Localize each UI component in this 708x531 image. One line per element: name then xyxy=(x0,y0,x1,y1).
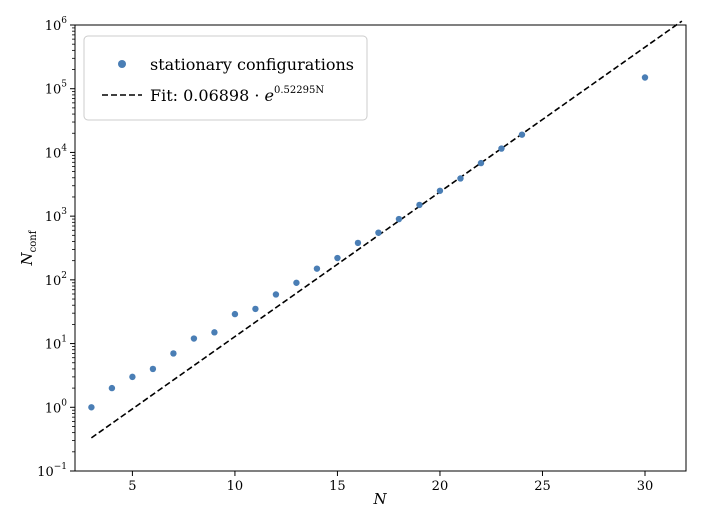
x-tick-label: 15 xyxy=(329,479,346,494)
data-point xyxy=(457,175,464,182)
plot-frame xyxy=(74,24,687,472)
data-point xyxy=(252,305,259,313)
data-point xyxy=(354,239,362,247)
data-point xyxy=(313,265,321,272)
y-axis-label-sub: conf xyxy=(28,229,39,252)
data-point xyxy=(641,74,649,81)
y-tick-label: 106 xyxy=(45,16,68,34)
y-tick-label: 101 xyxy=(45,335,67,353)
x-tick-label: 20 xyxy=(432,479,449,494)
legend-box xyxy=(83,35,368,121)
legend-fit-label: Fit: 0.06898 · e0.52295N xyxy=(150,85,324,105)
fit-layer xyxy=(90,20,683,439)
data-point xyxy=(375,229,382,236)
legend-scatter-label: stationary configurations xyxy=(150,55,354,74)
y-tick-label: 10−1 xyxy=(37,462,67,480)
x-tick-label: 30 xyxy=(637,479,654,494)
data-point xyxy=(498,145,505,152)
y-tick-label: 102 xyxy=(45,271,67,289)
data-point xyxy=(416,201,423,209)
fit-line xyxy=(90,20,683,439)
data-point xyxy=(231,310,239,318)
data-point xyxy=(293,279,300,286)
data-point xyxy=(477,159,485,167)
legend: stationary configurations Fit: 0.06898 ·… xyxy=(83,35,368,121)
data-point xyxy=(190,335,198,342)
data-point xyxy=(108,384,116,392)
y-tick-label: 105 xyxy=(45,80,68,98)
data-point xyxy=(272,291,280,298)
axis-ticks: 5 10 15 20 25 30 10−1 100 101 102 103 104 105 106 xyxy=(37,16,653,494)
x-tick-label: 25 xyxy=(534,479,551,494)
y-tick-label: 103 xyxy=(45,207,68,225)
data-point xyxy=(334,254,341,262)
legend-scatter-marker xyxy=(118,60,126,68)
x-tick-label: 10 xyxy=(227,479,244,494)
x-axis-label: N xyxy=(372,490,387,508)
data-point xyxy=(518,131,526,138)
data-point xyxy=(211,329,218,336)
data-point xyxy=(170,350,177,357)
y-tick-label: 100 xyxy=(45,398,68,416)
svg-text:Nconf: Nconf xyxy=(18,229,39,266)
data-point xyxy=(129,373,136,381)
y-axis-label: Nconf xyxy=(18,229,39,266)
x-tick-label: 5 xyxy=(128,479,136,494)
data-point xyxy=(395,215,403,223)
y-axis-label-main: N xyxy=(18,251,36,266)
y-tick-label: 104 xyxy=(45,143,68,161)
data-point xyxy=(436,187,444,194)
data-points xyxy=(88,74,649,411)
data-point xyxy=(149,365,157,373)
data-point xyxy=(88,404,95,411)
